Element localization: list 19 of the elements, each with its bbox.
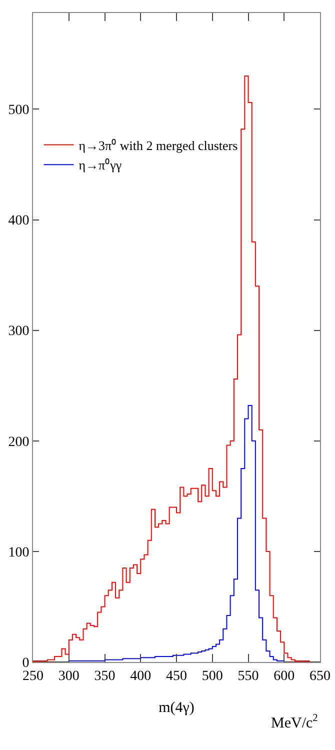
y-tick-label: 300 xyxy=(8,324,30,340)
text: MeV/c$^{2}$ xyxy=(271,713,318,732)
y-tick-label: 500 xyxy=(8,103,30,118)
y-tick-label: 100 xyxy=(8,545,30,560)
x-tick-label: 550 xyxy=(238,668,259,684)
x-tick-label: 400 xyxy=(130,668,152,684)
legend-label: η→3π⁰ with 2 merged clusters xyxy=(78,138,238,153)
x-tick-label: 300 xyxy=(58,668,80,684)
x-tick-label: 250 xyxy=(22,668,44,684)
x-axis-title: m(4γ) xyxy=(158,700,194,716)
x-tick-label: 600 xyxy=(274,668,295,684)
x-tick-label: 450 xyxy=(166,668,187,684)
y-tick-label: 0 xyxy=(22,656,30,671)
x-tick-label: 650 xyxy=(310,668,330,684)
x-tick-label: 350 xyxy=(94,668,116,684)
legend-label: η→π⁰γγ xyxy=(78,158,122,173)
y-tick-label: 200 xyxy=(8,434,30,450)
x-tick-label: 500 xyxy=(202,668,223,684)
y-tick-label: 400 xyxy=(8,214,30,229)
